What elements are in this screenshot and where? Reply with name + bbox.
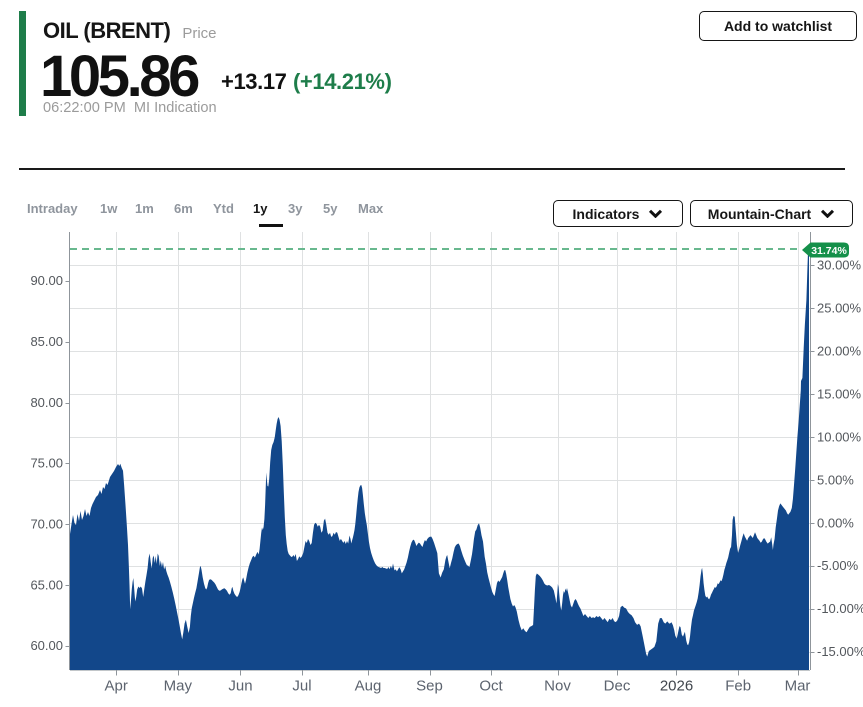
svg-text:85.00: 85.00 — [30, 334, 63, 349]
svg-text:10.00%: 10.00% — [817, 429, 862, 444]
svg-text:75.00: 75.00 — [30, 456, 63, 471]
svg-text:Jun: Jun — [228, 678, 252, 695]
svg-text:90.00: 90.00 — [30, 273, 63, 288]
svg-text:Sep: Sep — [416, 678, 443, 695]
svg-text:15.00%: 15.00% — [817, 386, 862, 401]
svg-text:-5.00%: -5.00% — [817, 558, 859, 573]
svg-text:Mar: Mar — [785, 678, 811, 695]
svg-text:Dec: Dec — [604, 678, 631, 695]
svg-text:0.00%: 0.00% — [817, 515, 854, 530]
svg-text:25.00%: 25.00% — [817, 301, 862, 316]
svg-text:5.00%: 5.00% — [817, 472, 854, 487]
svg-text:Aug: Aug — [355, 678, 382, 695]
svg-text:Jul: Jul — [292, 678, 311, 695]
svg-text:Nov: Nov — [544, 678, 571, 695]
svg-text:30.00%: 30.00% — [817, 258, 862, 273]
svg-text:80.00: 80.00 — [30, 395, 63, 410]
svg-text:Apr: Apr — [105, 678, 128, 695]
svg-text:2026: 2026 — [660, 678, 693, 695]
svg-text:60.00: 60.00 — [30, 638, 63, 653]
svg-text:31.74%: 31.74% — [811, 245, 847, 257]
svg-text:Oct: Oct — [479, 678, 503, 695]
svg-text:70.00: 70.00 — [30, 517, 63, 532]
svg-text:-10.00%: -10.00% — [817, 601, 863, 616]
svg-text:20.00%: 20.00% — [817, 343, 862, 358]
svg-text:Feb: Feb — [725, 678, 751, 695]
svg-text:May: May — [164, 678, 193, 695]
svg-text:65.00: 65.00 — [30, 577, 63, 592]
svg-text:-15.00%: -15.00% — [817, 644, 863, 659]
